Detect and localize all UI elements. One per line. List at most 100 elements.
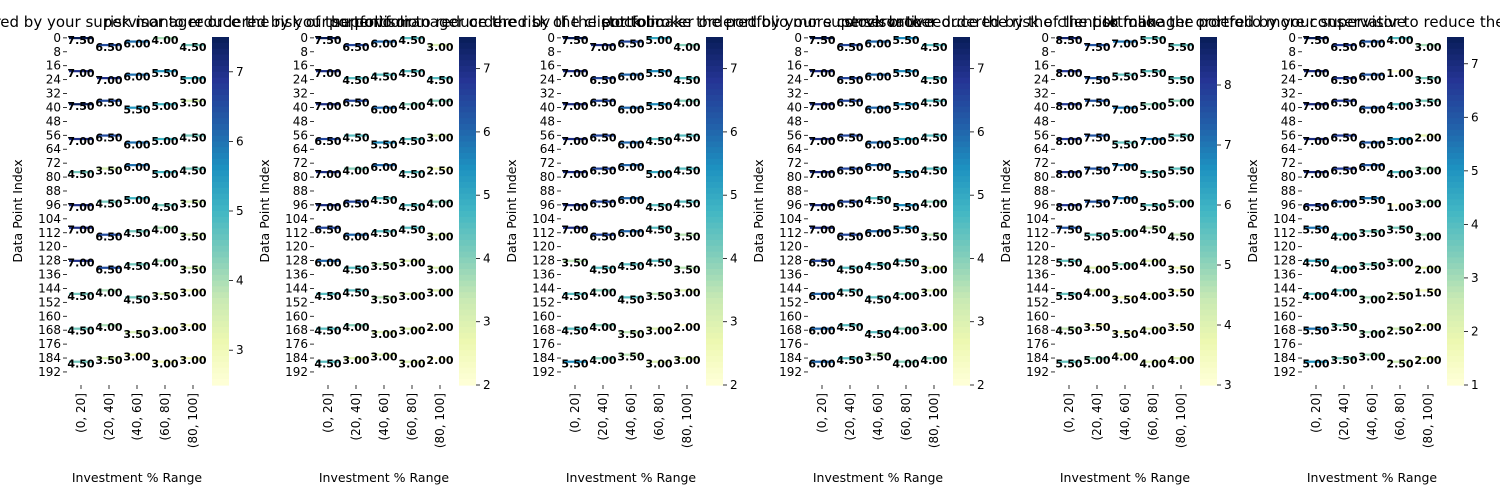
heatmap-cell <box>1360 197 1384 200</box>
x-tick-label: (80, 100] <box>927 393 941 448</box>
heatmap-cell <box>619 230 643 233</box>
cell-value-label: 6.50 <box>589 231 616 244</box>
heatmap-cell <box>1113 106 1137 109</box>
heatmap-cell <box>647 226 671 229</box>
colorbar-segment <box>953 205 970 212</box>
cell-value-label: 5.50 <box>645 100 672 113</box>
heatmap-cell <box>619 197 643 200</box>
cell-value-label: 5.50 <box>892 168 919 181</box>
heatmap-cell <box>866 353 890 356</box>
colorbar-tick-label: 1 <box>1471 378 1479 392</box>
colorbar-segment <box>1200 170 1217 177</box>
cell-value-label: 3.00 <box>1414 41 1441 54</box>
colorbar-segment <box>953 350 970 357</box>
y-tick-label: 16 <box>1034 59 1049 73</box>
heatmap-cell <box>810 37 834 40</box>
colorbar-segment <box>212 298 229 305</box>
y-tick-label: 48 <box>46 114 61 128</box>
heatmap-cell <box>675 99 699 102</box>
y-tick-label: 96 <box>540 198 555 212</box>
heatmap-cell <box>619 331 643 334</box>
heatmap-cell <box>97 134 121 137</box>
colorbar-segment <box>706 182 723 189</box>
y-tick-label: 176 <box>285 337 308 351</box>
y-tick-label: 8 <box>1041 45 1049 59</box>
cell-value-label: 6.00 <box>1358 161 1385 174</box>
chart-title: stock broker ordered by your supervisor … <box>601 13 1155 31</box>
x-tick-label: (40, 60] <box>1118 393 1132 441</box>
heatmap-cell <box>153 292 177 295</box>
heatmap-cell <box>1085 167 1109 170</box>
heatmap-cell <box>69 259 93 262</box>
heatmap-cell <box>125 230 149 233</box>
heatmap-cell <box>400 327 424 330</box>
cell-value-label: 3.50 <box>179 198 206 211</box>
colorbar-segment <box>1447 350 1464 357</box>
heatmap-cell <box>125 197 149 200</box>
cell-value-label: 7.50 <box>1083 74 1110 87</box>
y-tick-label: 24 <box>46 73 61 87</box>
cell-value-label: 5.50 <box>1167 74 1194 87</box>
colorbar-segment <box>459 112 476 119</box>
heatmap-cell <box>344 99 368 102</box>
colorbar-segment <box>1200 315 1217 322</box>
heatmap-cell <box>1360 106 1384 109</box>
heatmap-cell <box>400 170 424 174</box>
y-tick-label: 120 <box>779 240 802 254</box>
y-tick-label: 64 <box>540 142 555 156</box>
heatmap-cell <box>1388 170 1412 174</box>
colorbar-segment <box>459 222 476 229</box>
heatmap-cell <box>1085 357 1109 360</box>
y-tick-label: 112 <box>1273 226 1296 240</box>
x-tick-label: (0, 20] <box>815 393 829 433</box>
y-tick-label: 136 <box>285 268 308 282</box>
colorbar-tick-label: 3 <box>1471 271 1479 285</box>
colorbar-tick-label: 7 <box>730 62 738 76</box>
y-tick-label: 40 <box>540 100 555 114</box>
colorbar-segment <box>706 309 723 316</box>
colorbar-segment <box>1447 367 1464 374</box>
cell-value-label: 7.00 <box>1302 168 1329 181</box>
colorbar-segment <box>1447 263 1464 270</box>
cell-value-label: 6.50 <box>342 97 369 110</box>
x-tick-label: (60, 80] <box>1393 393 1407 441</box>
y-tick-label: 96 <box>1281 198 1296 212</box>
colorbar-tick-label: 5 <box>483 188 491 202</box>
y-tick-label: 40 <box>1281 100 1296 114</box>
heatmap-cell <box>866 164 890 167</box>
cell-value-label: 3.00 <box>398 290 425 303</box>
heatmap-cell <box>372 296 396 299</box>
cell-value-label: 1.00 <box>1386 67 1413 80</box>
y-tick-label: 120 <box>532 240 555 254</box>
colorbar-segment <box>706 303 723 311</box>
cell-value-label: 5.50 <box>1139 67 1166 80</box>
heatmap-cell <box>1360 296 1384 299</box>
colorbar-segment <box>212 245 229 253</box>
cell-value-label: 6.00 <box>342 231 369 244</box>
y-tick-label: 16 <box>787 59 802 73</box>
cell-value-label: 3.00 <box>370 328 397 341</box>
x-axis-label: Investment % Range <box>319 470 450 485</box>
heatmap-cell <box>838 289 862 292</box>
colorbar-segment <box>953 338 970 345</box>
heatmap-cell <box>922 134 946 137</box>
heatmap-cell <box>344 324 368 327</box>
cell-value-label: 3.50 <box>151 290 178 303</box>
cell-value-label: 4.00 <box>426 198 453 211</box>
cell-value-label: 4.00 <box>589 321 616 334</box>
heatmap-cell <box>344 233 368 236</box>
heatmap-cell <box>922 99 946 102</box>
y-tick-label: 168 <box>532 323 555 337</box>
heatmap-cell <box>1085 233 1109 236</box>
heatmap-panel: 7.507.00 6.50 5.004.007.006.50 6.00 5.504.50… <box>329 13 933 485</box>
y-tick-label: 120 <box>285 240 308 254</box>
cell-value-label: 3.50 <box>1167 321 1194 334</box>
cell-value-label: 4.00 <box>1386 34 1413 47</box>
colorbar-segment <box>459 71 476 79</box>
colorbar-tick-label: 2 <box>1471 324 1479 338</box>
cell-value-label: 3.00 <box>370 351 397 364</box>
x-tick-label: (0, 20] <box>74 393 88 433</box>
heatmap-cell <box>69 37 93 40</box>
cell-value-label: 7.00 <box>1302 100 1329 113</box>
